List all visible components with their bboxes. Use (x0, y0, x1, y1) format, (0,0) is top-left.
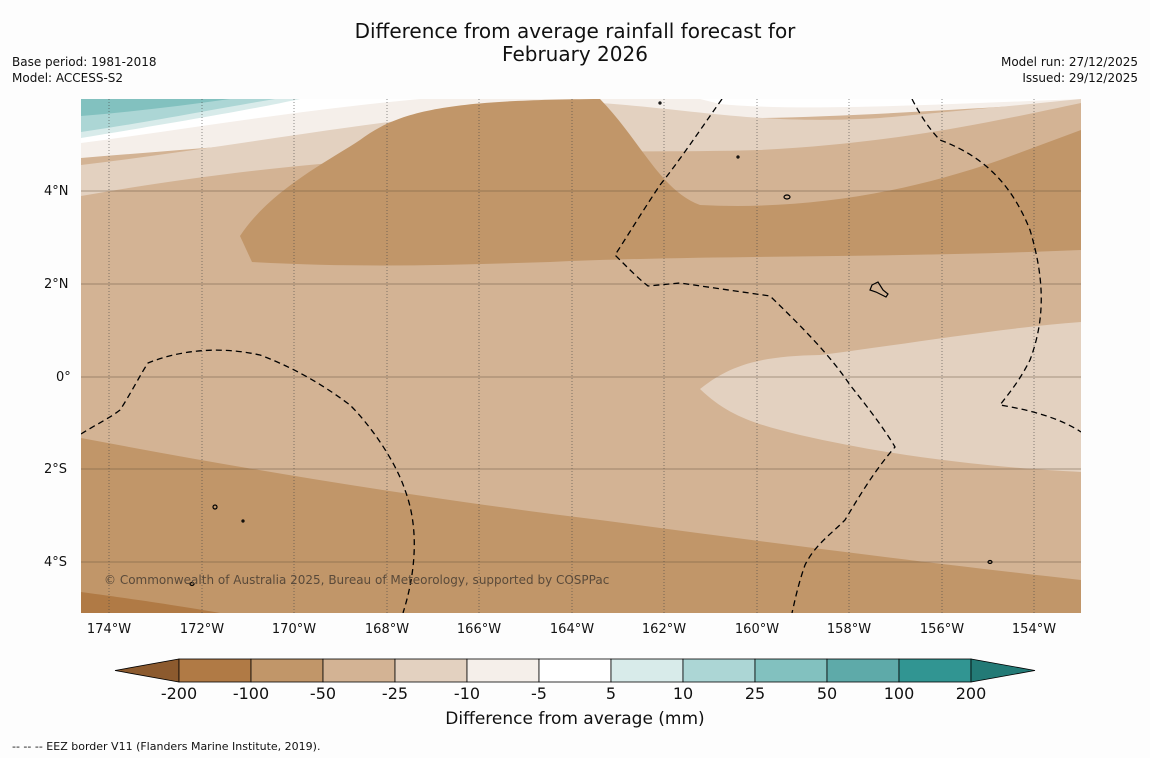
graticule (81, 99, 1081, 613)
lat-tick-2S: 2°S (44, 462, 68, 477)
legend-title: Difference from average (mm) (445, 709, 705, 729)
legend-label: 10 (672, 684, 694, 703)
anomaly-band-near-zero-upper (81, 99, 1081, 158)
colorbar-swatch (898, 658, 972, 683)
anomaly-band-light-equator (700, 322, 1081, 472)
lon-tick: 162°W (641, 622, 687, 637)
eez-border-central (614, 99, 896, 613)
island (736, 155, 740, 159)
lon-tick: 172°W (179, 622, 225, 637)
lat-tick-4N: 4°N (44, 184, 69, 199)
legend-label: 200 (955, 684, 987, 703)
legend-label: -25 (381, 684, 409, 703)
model-run: Model run: 27/12/2025 (1000, 55, 1138, 69)
colorbar (114, 658, 1036, 683)
lon-tick: 174°W (86, 622, 132, 637)
island (658, 101, 662, 105)
model-name: Model: ACCESS-S2 (12, 71, 124, 85)
legend-label: 5 (605, 684, 617, 703)
legend-label: 100 (883, 684, 915, 703)
colorbar-swatch (538, 658, 612, 683)
lon-tick: 154°W (1011, 622, 1057, 637)
island (987, 559, 993, 565)
issued-date: Issued: 29/12/2025 (1022, 71, 1138, 85)
base-period: Base period: 1981-2018 (12, 55, 157, 69)
legend-label: 50 (816, 684, 838, 703)
anomaly-band-dark-teal (81, 99, 230, 116)
map-fill-layer (81, 99, 1081, 613)
lon-tick: 170°W (271, 622, 317, 637)
lon-tick: 156°W (919, 622, 965, 637)
anomaly-band-dark-south (81, 438, 1081, 613)
legend-label: -200 (160, 684, 198, 703)
eez-border-west (81, 349, 415, 613)
eez-borders (81, 99, 1081, 613)
chart-title-line2: February 2026 (502, 42, 648, 66)
meta-left: Base period: 1981-2018 Model: ACCESS-S2 (12, 54, 157, 86)
legend-label: -100 (232, 684, 270, 703)
islands (189, 101, 993, 587)
legend-label: -50 (309, 684, 337, 703)
eez-border-east (911, 99, 1081, 433)
colorbar-swatch (682, 658, 756, 683)
colorbar-swatch (394, 658, 468, 683)
meta-right: Model run: 27/12/2025 Issued: 29/12/2025 (1001, 54, 1138, 86)
colorbar-swatch (178, 658, 252, 683)
lon-tick: 166°W (456, 622, 502, 637)
island (212, 504, 218, 510)
lon-tick: 160°W (734, 622, 780, 637)
colorbar-swatch (610, 658, 684, 683)
legend-label: 25 (744, 684, 766, 703)
colorbar-swatch (466, 658, 540, 683)
anomaly-band-darkest-southwest (81, 592, 220, 613)
lon-tick: 168°W (364, 622, 410, 637)
colorbar-swatch (826, 658, 900, 683)
colorbar-extend-high (970, 658, 1036, 683)
island (241, 519, 245, 523)
lon-tick: 164°W (549, 622, 595, 637)
island (783, 194, 791, 200)
legend-label: -10 (453, 684, 481, 703)
colorbar-swatch (250, 658, 324, 683)
chart-title-line1: Difference from average rainfall forecas… (354, 19, 796, 43)
eez-footnote: -- -- -- EEZ border V11 (Flanders Marine… (12, 740, 321, 753)
lat-tick-4S: 4°S (44, 555, 68, 570)
island (189, 581, 195, 587)
colorbar-swatch (322, 658, 396, 683)
lat-tick-2N: 2°N (44, 277, 69, 292)
lon-tick: 158°W (826, 622, 872, 637)
legend-label: -5 (531, 684, 547, 703)
colorbar-extend-low (114, 658, 180, 683)
copyright-notice: © Commonwealth of Australia 2025, Bureau… (104, 573, 610, 587)
anomaly-band-dark-north (240, 99, 1081, 266)
lat-tick-equator: 0° (56, 370, 71, 385)
island-kiritimati (869, 281, 889, 298)
colorbar-swatch (754, 658, 828, 683)
